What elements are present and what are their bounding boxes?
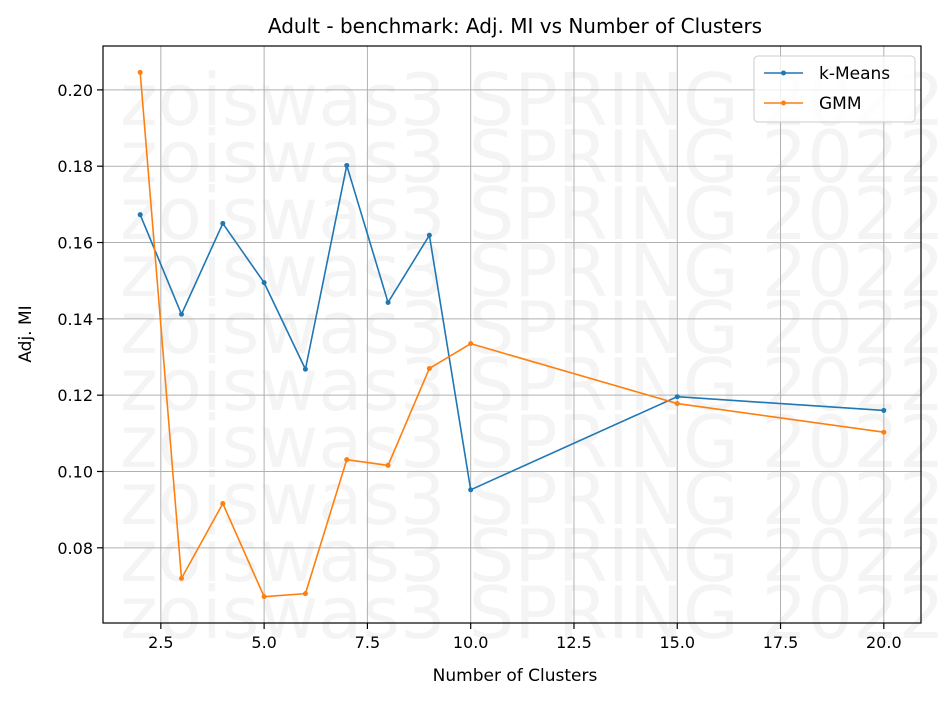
data-point-k-means: [344, 162, 350, 168]
data-point-gmm: [426, 365, 432, 371]
data-point-k-means: [220, 220, 226, 226]
x-tick-label: 2.5: [148, 633, 173, 652]
chart-title: Adult - benchmark: Adj. MI vs Number of …: [268, 14, 762, 38]
data-point-k-means: [137, 212, 143, 218]
y-tick-label: 0.16: [57, 234, 93, 253]
x-tick-label: 7.5: [355, 633, 380, 652]
legend-marker-gmm: [781, 100, 786, 106]
data-point-k-means: [674, 394, 680, 400]
x-tick-label: 15.0: [659, 633, 695, 652]
series-layer: [137, 69, 887, 600]
y-tick-label: 0.10: [57, 462, 93, 481]
data-point-gmm: [344, 457, 350, 463]
legend-marker-kmeans: [781, 70, 786, 76]
y-axis: 0.08 0.10 0.12 0.14 0.16 0.18 0.20: [57, 81, 103, 558]
y-tick-label: 0.08: [57, 539, 93, 558]
x-tick-label: 10.0: [453, 633, 489, 652]
legend-label-gmm: GMM: [819, 94, 862, 114]
watermark-text: zoiswas3 SPRING 2022: [120, 343, 941, 427]
x-tick-label: 5.0: [251, 633, 276, 652]
data-point-gmm: [881, 429, 887, 435]
x-tick-label: 12.5: [556, 633, 592, 652]
data-point-gmm: [220, 501, 226, 507]
y-tick-label: 0.14: [57, 310, 93, 329]
plot-frame: [102, 45, 922, 624]
data-point-k-means: [178, 311, 184, 317]
y-tick-label: 0.18: [57, 157, 93, 176]
data-point-k-means: [426, 232, 432, 238]
x-axis-label: Number of Clusters: [433, 666, 598, 686]
legend: k-Means GMM: [753, 55, 916, 123]
data-point-gmm: [468, 341, 474, 347]
y-axis-label: Adj. MI: [16, 305, 36, 362]
data-point-gmm: [302, 591, 308, 597]
watermark-text: zoiswas3 SPRING 2022: [120, 514, 941, 598]
data-point-gmm: [385, 462, 391, 468]
series-k-means: [137, 162, 887, 493]
watermark-text: zoiswas3 SPRING 2022: [120, 286, 941, 370]
watermark-text: zoiswas3 SPRING 2022: [120, 400, 941, 484]
data-point-gmm: [674, 401, 680, 407]
x-axis: 2.5 5.0 7.5 10.0 12.5 15.0 17.5 20.0: [148, 623, 902, 652]
data-point-gmm: [261, 594, 267, 600]
watermark-text: zoiswas3 SPRING 2022: [120, 571, 941, 655]
data-point-k-means: [468, 487, 474, 493]
legend-label-kmeans: k-Means: [819, 64, 890, 84]
data-point-gmm: [137, 69, 143, 75]
data-point-k-means: [261, 280, 267, 286]
series-gmm: [137, 69, 887, 600]
data-point-k-means: [302, 366, 308, 372]
data-point-gmm: [178, 575, 184, 581]
x-tick-label: 17.5: [763, 633, 799, 652]
data-point-k-means: [881, 407, 887, 413]
x-tick-label: 20.0: [866, 633, 902, 652]
y-tick-label: 0.12: [57, 386, 93, 405]
y-tick-label: 0.20: [57, 81, 93, 100]
watermark-text: zoiswas3 SPRING 2022: [120, 115, 941, 199]
data-point-k-means: [385, 299, 391, 305]
watermark-text: zoiswas3 SPRING 2022: [120, 172, 941, 256]
